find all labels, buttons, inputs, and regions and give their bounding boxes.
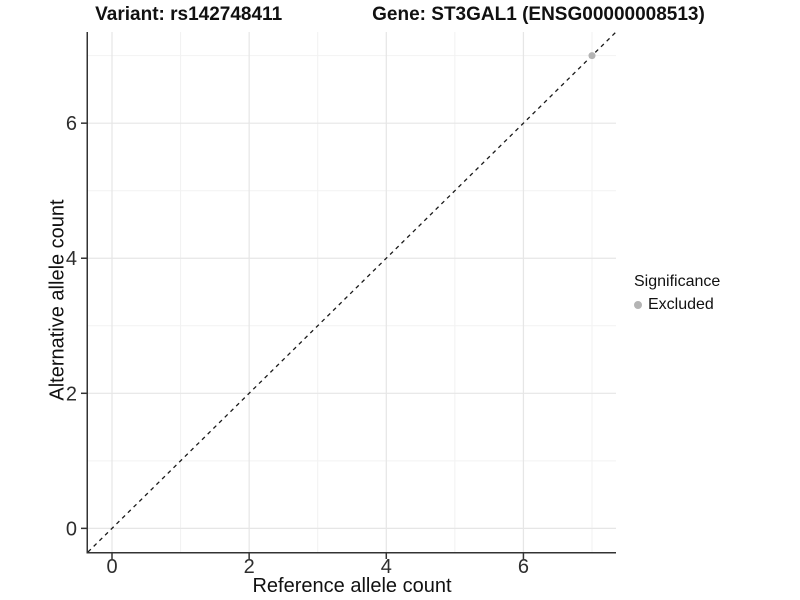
x-tick-label: 2 — [244, 556, 255, 578]
identity-reference-line — [87, 31, 617, 553]
x-tick-label: 6 — [518, 556, 529, 578]
x-axis-title: Reference allele count — [252, 575, 452, 597]
x-tick-label: 0 — [106, 556, 117, 578]
legend-title: Significance — [634, 273, 721, 290]
y-tick-label: 4 — [66, 248, 77, 270]
legend-item-excluded: Excluded — [634, 295, 720, 314]
legend: Significance Excluded — [632, 272, 720, 314]
plot-title-variant: Variant: rs142748411 — [95, 4, 283, 25]
data-point-excluded — [588, 52, 596, 60]
y-axis-title: Alternative allele count — [46, 199, 69, 401]
excluded-point-icon — [634, 300, 642, 309]
plot-title-gene: Gene: ST3GAL1 (ENSG00000008513) — [372, 4, 705, 25]
y-tick-label: 2 — [66, 383, 77, 405]
plot-title: Variant: rs142748411 Gene: ST3GAL1 (ENSG… — [0, 4, 800, 26]
x-tick-label: 4 — [381, 556, 392, 578]
y-tick-label: 0 — [66, 518, 77, 540]
legend-item-label: Excluded — [648, 296, 714, 313]
y-tick-label: 6 — [66, 113, 77, 135]
